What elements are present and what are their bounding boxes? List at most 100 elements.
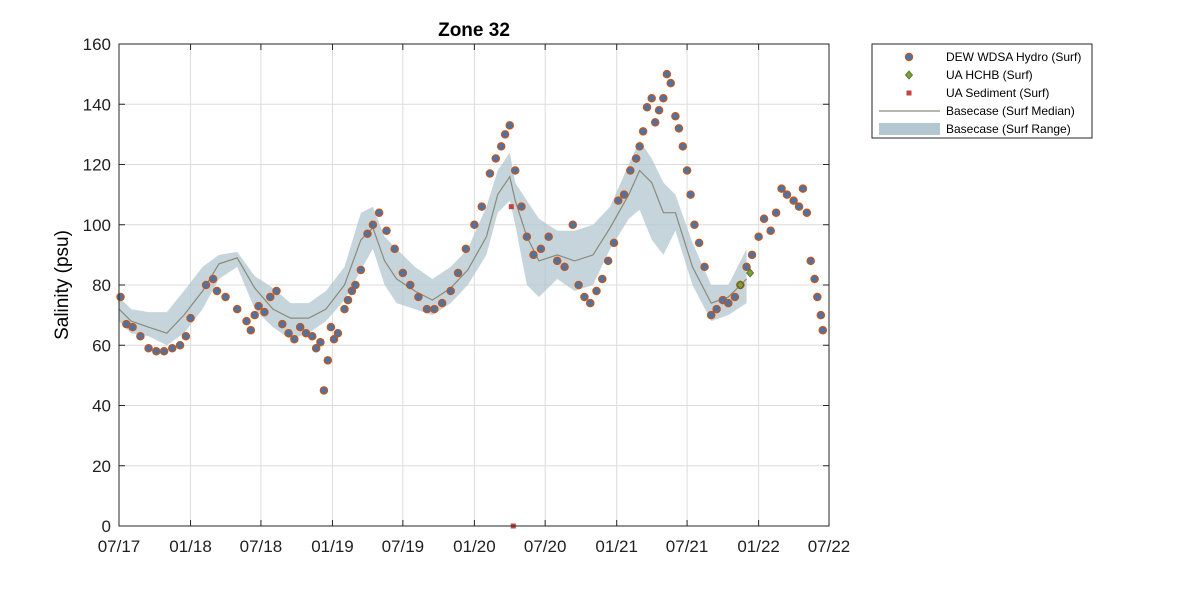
dew-wdsa-point: [619, 190, 629, 199]
dew-wdsa-point: [201, 280, 211, 290]
dew-wdsa-point: [789, 196, 798, 205]
y-tick-label: 0: [102, 517, 111, 536]
y-tick-label: 160: [83, 35, 111, 54]
dew-wdsa-point: [642, 103, 652, 112]
dew-wdsa-point: [212, 286, 222, 296]
dew-wdsa-point: [116, 292, 125, 302]
x-axis-ticks: 07/17 01/18 07/18 01/19 07/19 01/20 07/20 01/21…: [98, 44, 850, 556]
y-tick-label: 120: [83, 156, 111, 175]
dew-wdsa-point: [319, 386, 329, 395]
dew-wdsa-point: [414, 292, 423, 302]
dew-wdsa-point: [343, 295, 353, 305]
dew-wdsa-point: [806, 256, 815, 266]
y-tick-label: 100: [83, 216, 111, 235]
dew-wdsa-point: [232, 304, 242, 314]
dew-wdsa-point: [782, 190, 792, 199]
dew-wdsa-point: [682, 166, 692, 175]
dew-wdsa-point: [175, 340, 185, 350]
dew-wdsa-point: [311, 344, 321, 353]
x-tick-label: 01/21: [595, 537, 638, 556]
dew-wdsa-point: [666, 78, 675, 88]
dew-wdsa-point: [724, 298, 733, 308]
dew-wdsa-point: [813, 292, 822, 302]
legend-label: UA HCHB (Surf): [946, 68, 1033, 82]
x-tick-label: 01/19: [311, 537, 354, 556]
dew-wdsa-point: [326, 322, 336, 332]
legend: DEW WDSA Hydro (Surf) UA HCHB (Surf) UA Se…: [871, 43, 1093, 139]
dew-wdsa-point: [461, 244, 471, 254]
dew-wdsa-point: [453, 268, 463, 278]
dew-wdsa-point: [136, 331, 145, 341]
dew-wdsa-point: [522, 232, 532, 242]
x-tick-label: 01/22: [737, 537, 780, 556]
dew-wdsa-point: [405, 280, 415, 290]
y-axis-label: Salinity (psu): [52, 230, 73, 340]
dew-wdsa-point: [647, 93, 656, 103]
dew-wdsa-point: [536, 244, 546, 254]
dew-wdsa-point: [186, 313, 195, 323]
dew-wdsa-point: [598, 274, 607, 284]
dew-wdsa-point: [638, 127, 648, 136]
x-tick-label: 07/20: [524, 537, 567, 556]
x-tick-label: 07/17: [98, 537, 141, 556]
legend-label: Basecase (Surf Range): [946, 122, 1071, 136]
dew-wdsa-point: [816, 310, 826, 320]
dew-wdsa-point: [254, 301, 263, 311]
dew-wdsa-point: [144, 344, 153, 353]
dew-wdsa-point: [290, 334, 299, 344]
dew-wdsa-point: [374, 208, 384, 217]
dew-wdsa-point: [771, 208, 781, 217]
dew-wdsa-point: [382, 226, 391, 236]
dew-wdsa-point: [278, 319, 287, 329]
y-tick-label: 60: [92, 336, 111, 355]
legend-marker-band: [879, 123, 940, 135]
dew-wdsa-point: [323, 356, 333, 365]
ua-sediment-point: [508, 204, 514, 210]
x-tick-label: 07/18: [240, 537, 283, 556]
dew-wdsa-point: [491, 154, 501, 163]
dew-wdsa-point: [284, 328, 293, 338]
dew-wdsa-point: [730, 292, 740, 302]
dew-wdsa-point: [592, 286, 601, 296]
dew-wdsa-point: [477, 202, 487, 211]
dew-wdsa-point: [552, 256, 562, 266]
y-tick-label: 40: [92, 397, 111, 416]
dew-wdsa-point: [159, 347, 169, 356]
dew-wdsa-point: [422, 304, 432, 314]
dew-wdsa-point: [128, 322, 137, 332]
dew-wdsa-point: [614, 196, 623, 205]
dew-wdsa-point: [168, 344, 177, 353]
dew-wdsa-point: [485, 169, 495, 178]
dew-wdsa-point: [266, 292, 275, 302]
ua-hchb-point: [746, 268, 755, 278]
dew-wdsa-point: [818, 325, 828, 335]
dew-wdsa-point: [798, 184, 808, 193]
dew-wdsa-point: [586, 298, 595, 308]
dew-wdsa-point: [250, 310, 259, 320]
dew-wdsa-point: [654, 106, 664, 115]
legend-label: DEW WDSA Hydro (Surf): [946, 50, 1081, 64]
y-tick-label: 80: [92, 276, 111, 295]
x-tick-label: 01/20: [453, 537, 496, 556]
dew-wdsa-point: [690, 220, 699, 229]
dew-wdsa-point: [347, 286, 357, 296]
ua-hchb-point: [736, 280, 745, 290]
dew-wdsa-point: [295, 322, 305, 332]
dew-wdsa-point: [568, 220, 578, 229]
dew-wdsa-point: [802, 208, 812, 217]
legend-marker-square: [906, 90, 912, 96]
dew-wdsa-point: [742, 262, 751, 272]
dew-wdsa-point: [631, 154, 641, 163]
dew-wdsa-point: [662, 69, 672, 79]
dew-wdsa-point: [650, 118, 660, 127]
dew-wdsa-point: [635, 142, 644, 151]
x-tick-label: 07/21: [666, 537, 709, 556]
dew-wdsa-point: [706, 310, 716, 320]
dew-wdsa-point: [529, 250, 538, 260]
dew-wdsa-point: [272, 286, 281, 296]
dew-wdsa-point: [500, 130, 510, 139]
y-axis-ticks: 0 20 40 60 80 100 120 140 160: [83, 35, 829, 536]
dew-wdsa-point: [794, 202, 804, 211]
dew-wdsa-point: [246, 325, 256, 335]
dew-wdsa-point: [700, 262, 709, 272]
